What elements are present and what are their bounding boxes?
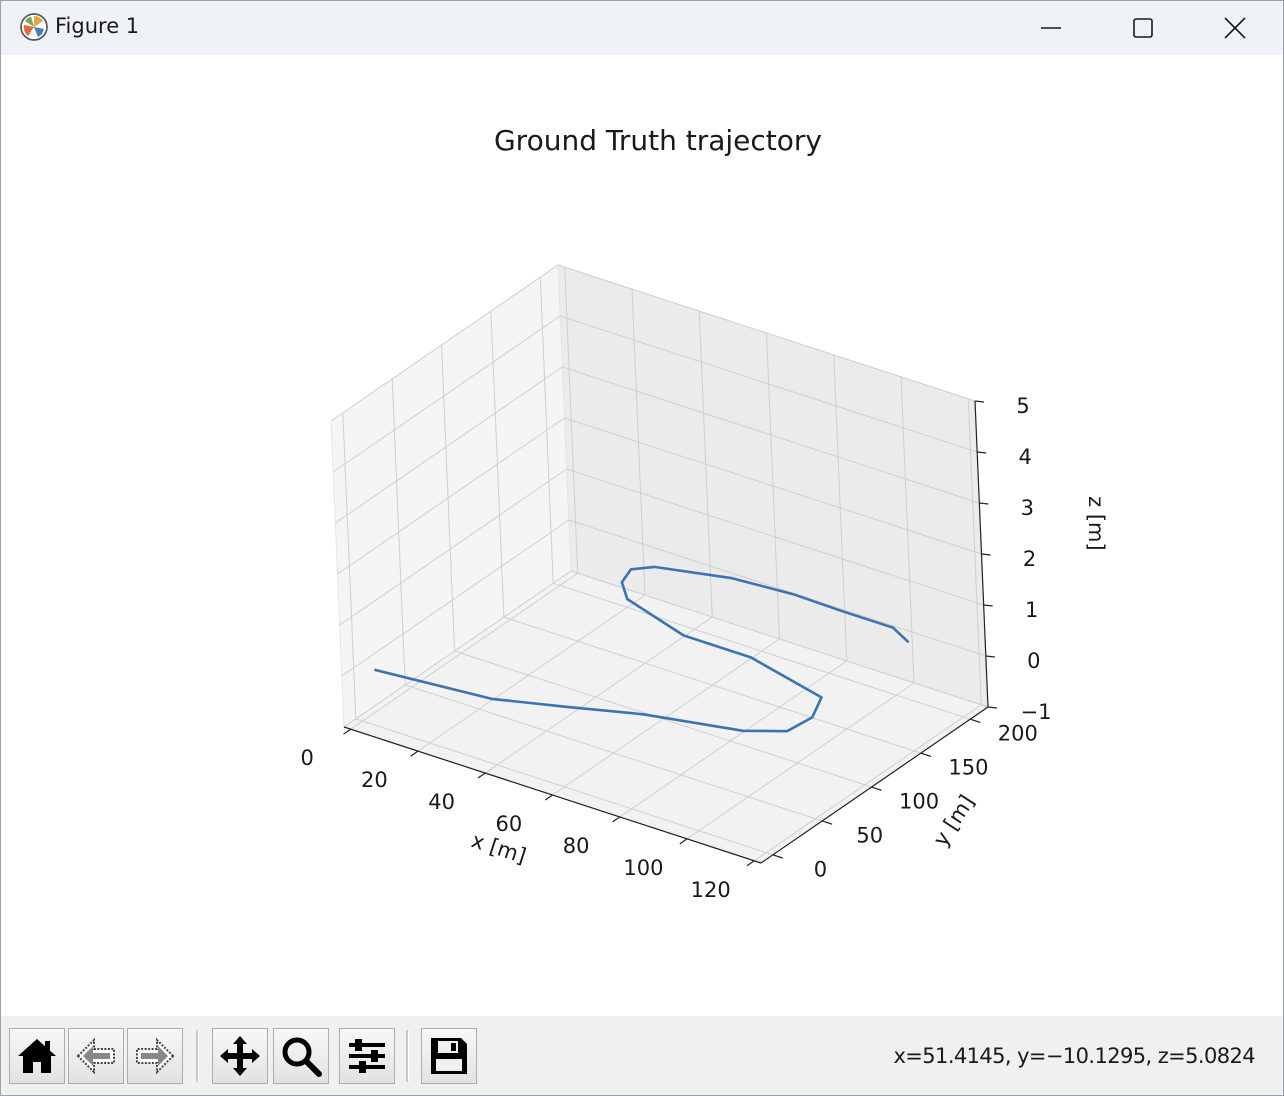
sliders-icon xyxy=(349,1039,385,1073)
z-tick-label: 5 xyxy=(1016,394,1029,418)
zoom-button[interactable] xyxy=(273,1028,329,1084)
x-tick-label: 100 xyxy=(623,856,663,880)
y-tick-label: 0 xyxy=(814,857,827,881)
grid-line xyxy=(619,660,848,818)
x-tick-label: 120 xyxy=(691,878,731,902)
grid-line xyxy=(343,570,572,728)
z-tick-mark xyxy=(977,451,987,454)
grid-line xyxy=(570,570,989,708)
grid-line xyxy=(341,519,570,677)
y-tick-label: 50 xyxy=(856,823,883,847)
home-button[interactable] xyxy=(9,1028,65,1084)
grid-line xyxy=(566,468,984,606)
z-tick-mark xyxy=(983,604,993,607)
grid-line xyxy=(405,684,823,822)
y-tick-mark xyxy=(772,854,784,859)
x-tick-label: 20 xyxy=(361,768,388,792)
y-axis-line xyxy=(760,706,989,864)
grid-line xyxy=(417,594,646,752)
y-tick-label: 200 xyxy=(998,722,1038,746)
minimize-icon xyxy=(1041,27,1061,29)
grid-line xyxy=(568,519,986,657)
z-tick-label: 0 xyxy=(1027,649,1040,673)
y-tick-mark xyxy=(920,752,932,757)
navigation-toolbar: x=51.4145, y=−10.1295, z=5.0824 xyxy=(1,1016,1283,1095)
x-tick-mark xyxy=(612,816,621,823)
z-tick-label: 1 xyxy=(1025,598,1038,622)
matplotlib-icon xyxy=(20,13,48,41)
x-tick-mark xyxy=(343,728,352,735)
move-icon xyxy=(220,1036,260,1076)
y-tick-label: 150 xyxy=(948,756,988,780)
z-tick-mark xyxy=(974,400,985,403)
title-bar[interactable]: Figure 1 xyxy=(1,1,1283,55)
arrow-right-icon xyxy=(136,1037,175,1075)
z-tick-label: 2 xyxy=(1023,547,1036,571)
grid-line xyxy=(350,572,579,730)
x-tick-mark xyxy=(410,750,419,757)
pan-button[interactable] xyxy=(212,1028,268,1084)
x-tick-label: 0 xyxy=(300,746,313,770)
y-tick-mark xyxy=(822,820,833,825)
toolbar-separator xyxy=(196,1030,199,1082)
chart-title: Ground Truth trajectory xyxy=(494,124,822,157)
grid-line xyxy=(454,650,872,788)
x-tick-label: 80 xyxy=(563,834,590,858)
back-button[interactable] xyxy=(68,1028,124,1084)
z-tick-label: −1 xyxy=(1021,700,1052,724)
x-tick-mark xyxy=(544,794,553,801)
close-button[interactable] xyxy=(1189,1,1281,55)
window-title: Figure 1 xyxy=(55,14,140,38)
toolbar-separator xyxy=(406,1030,409,1082)
grid-line xyxy=(503,616,922,754)
minimize-button[interactable] xyxy=(1005,1,1097,55)
grid-line xyxy=(337,417,565,575)
magnifier-icon xyxy=(282,1037,322,1077)
z-tick-mark xyxy=(981,553,991,556)
x-tick-mark xyxy=(679,838,688,845)
grid-line xyxy=(335,366,563,524)
close-icon xyxy=(1224,17,1246,39)
grid-line xyxy=(484,616,713,774)
grid-line xyxy=(560,315,978,453)
forward-button[interactable] xyxy=(127,1028,183,1084)
maximize-icon xyxy=(1133,18,1153,38)
grid-line xyxy=(557,264,976,402)
grid-line xyxy=(753,704,982,862)
grid-line xyxy=(355,718,773,856)
x-tick-label: 40 xyxy=(428,790,455,814)
grid-line xyxy=(686,682,915,840)
y-tick-label: 100 xyxy=(899,790,939,814)
configure-subplots-button[interactable] xyxy=(339,1028,395,1084)
z-tick-label: 4 xyxy=(1018,445,1031,469)
z-tick-mark xyxy=(985,655,995,658)
trajectory-line xyxy=(374,565,910,733)
save-button[interactable] xyxy=(421,1028,477,1084)
x-tick-mark xyxy=(477,772,486,779)
grid-line xyxy=(562,366,980,504)
y-tick-mark xyxy=(871,786,882,791)
grid-line xyxy=(553,582,971,720)
grid-line xyxy=(330,264,559,422)
grid-line xyxy=(332,315,561,473)
arrow-left-icon xyxy=(76,1037,115,1075)
x-tick-mark xyxy=(746,860,755,867)
y-tick-mark xyxy=(970,718,981,724)
grid-line xyxy=(564,417,982,555)
grid-line xyxy=(339,468,567,626)
floppy-disk-icon xyxy=(431,1038,467,1074)
home-icon xyxy=(18,1039,56,1073)
z-axis-label: z [m] xyxy=(1084,496,1108,551)
maximize-button[interactable] xyxy=(1097,1,1189,55)
z-tick-mark xyxy=(987,706,998,709)
z-tick-label: 3 xyxy=(1021,496,1034,520)
x-tick-label: 60 xyxy=(496,812,523,836)
figure-canvas[interactable]: 0 20 40 60 80 100 120 0 50 100 150 200 −1 0 1 2 3 4 5 x [m]… xyxy=(1,55,1283,1016)
z-tick-mark xyxy=(979,502,989,505)
cursor-coordinates: x=51.4145, y=−10.1295, z=5.0824 xyxy=(893,1044,1255,1068)
